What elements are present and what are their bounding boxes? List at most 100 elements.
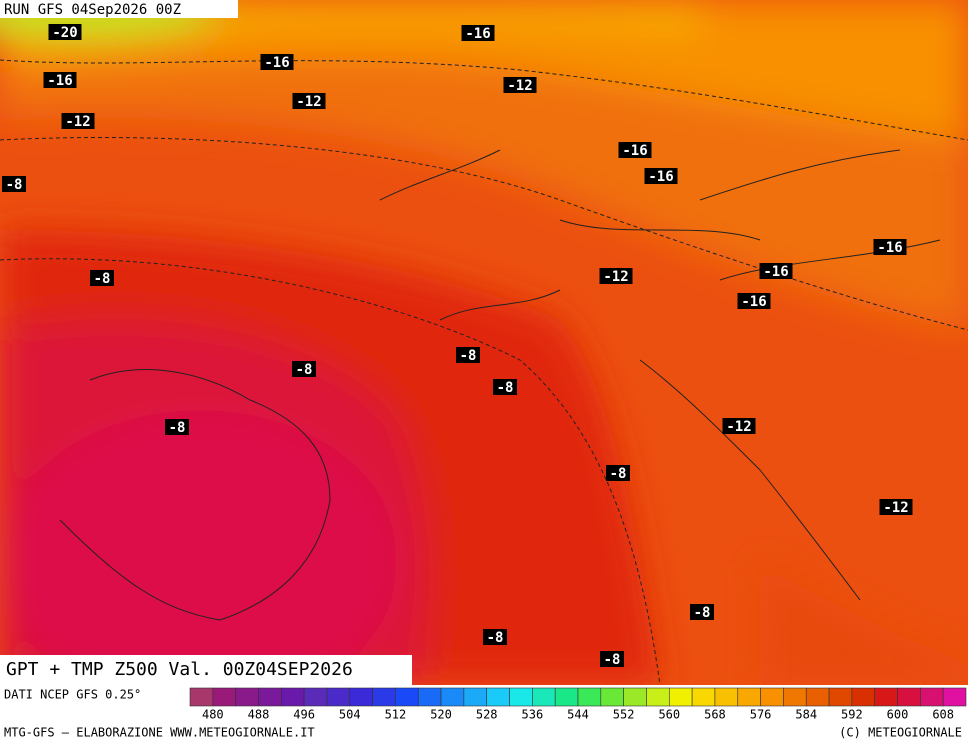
contour-label: -8 bbox=[94, 271, 111, 287]
legend-tick-label: 560 bbox=[658, 708, 680, 722]
contour-label: -20 bbox=[52, 25, 77, 41]
contour-label-box bbox=[292, 93, 326, 109]
legend-tick-label: 544 bbox=[567, 708, 589, 722]
contour-label: -16 bbox=[47, 73, 72, 89]
legend-swatch bbox=[486, 687, 510, 707]
legend-swatch bbox=[942, 687, 967, 707]
legend-swatch bbox=[714, 687, 739, 707]
legend-tick-label: 600 bbox=[887, 708, 909, 722]
contour-label-box bbox=[2, 176, 26, 192]
legend-swatch bbox=[828, 687, 853, 707]
legend-swatch bbox=[737, 687, 761, 707]
source-label: DATI NCEP GFS 0.25° bbox=[4, 688, 141, 702]
contour-label-box bbox=[61, 113, 95, 129]
contour-label-box bbox=[599, 268, 633, 284]
legend-swatch bbox=[349, 687, 373, 707]
contour-label-box bbox=[644, 168, 678, 184]
contour-label-box bbox=[737, 293, 771, 309]
legend-tick-label: 520 bbox=[430, 708, 452, 722]
contour-label: -16 bbox=[622, 143, 647, 159]
legend-swatch bbox=[189, 687, 214, 707]
contour-label: -8 bbox=[694, 605, 711, 621]
contour-label: -16 bbox=[877, 240, 902, 256]
contour-label-box bbox=[618, 142, 652, 158]
legend-tick-label: 576 bbox=[750, 708, 772, 722]
contour-label: -16 bbox=[763, 264, 788, 280]
legend-swatch bbox=[395, 687, 419, 707]
contour-label: -8 bbox=[296, 362, 313, 378]
legend-tick-label: 496 bbox=[293, 708, 315, 722]
legend-tick-label: 512 bbox=[385, 708, 407, 722]
contour-label: -12 bbox=[726, 419, 751, 435]
legend-tick-label: 504 bbox=[339, 708, 361, 722]
contour-label: -8 bbox=[169, 420, 186, 436]
contour-label-box bbox=[690, 604, 714, 620]
footer-right: (C) METEOGIORNALE bbox=[839, 726, 962, 740]
legend-swatch bbox=[897, 687, 921, 707]
legend-swatch bbox=[600, 687, 624, 707]
legend-tick-label: 568 bbox=[704, 708, 726, 722]
run-label: RUN GFS 04Sep2026 00Z bbox=[4, 2, 181, 18]
contour-label: -8 bbox=[6, 177, 23, 193]
contour-label-box bbox=[483, 629, 507, 645]
legend-swatch bbox=[646, 687, 670, 707]
contour-label-box bbox=[461, 25, 495, 41]
legend-tick-label: 528 bbox=[476, 708, 498, 722]
legend-swatch bbox=[805, 687, 830, 707]
contour-label-box bbox=[606, 465, 630, 481]
contour-label-box bbox=[493, 379, 517, 395]
contour-label: -16 bbox=[264, 55, 289, 71]
legend-swatch bbox=[326, 687, 351, 707]
legend-swatch bbox=[691, 687, 716, 707]
legend-swatch bbox=[372, 687, 396, 707]
legend-swatch bbox=[235, 687, 259, 707]
contour-label-box bbox=[600, 651, 624, 667]
legend-swatch bbox=[509, 687, 533, 707]
title-box bbox=[0, 655, 412, 685]
contour-label-box bbox=[722, 418, 756, 434]
run-box bbox=[0, 0, 238, 18]
contour-label-box bbox=[90, 270, 114, 286]
contour-label-box bbox=[165, 419, 189, 435]
contour-label: -16 bbox=[648, 169, 673, 185]
legend-swatch bbox=[463, 687, 488, 707]
contour-label: -8 bbox=[487, 630, 504, 646]
legend-swatch bbox=[440, 687, 465, 707]
legend-swatch bbox=[280, 687, 305, 707]
legend-swatch bbox=[920, 687, 944, 707]
legend-swatch bbox=[783, 687, 807, 707]
legend-swatch bbox=[577, 687, 602, 707]
legend-swatch bbox=[532, 687, 556, 707]
map-field bbox=[0, 0, 968, 685]
contour-label-box bbox=[759, 263, 793, 279]
legend-swatch bbox=[417, 687, 442, 707]
legend-tick-label: 488 bbox=[248, 708, 270, 722]
contour-label-box bbox=[503, 77, 537, 93]
legend-tick-label: 552 bbox=[613, 708, 635, 722]
contour-label: -8 bbox=[610, 466, 627, 482]
contour-label: -12 bbox=[296, 94, 321, 110]
contour-label: -8 bbox=[604, 652, 621, 668]
legend-swatch bbox=[258, 687, 282, 707]
legend-swatch bbox=[303, 687, 328, 707]
footer-left: MTG-GFS — ELABORAZIONE WWW.METEOGIORNALE… bbox=[4, 726, 315, 740]
contour-label: -8 bbox=[460, 348, 477, 364]
map-title: GPT + TMP Z500 Val. 00Z04SEP2026 bbox=[6, 659, 353, 680]
legend-tick-label: 584 bbox=[795, 708, 817, 722]
contour-label: -12 bbox=[507, 78, 532, 94]
contour-label-box bbox=[260, 54, 294, 70]
legend-swatch bbox=[851, 687, 876, 707]
legend-swatch bbox=[623, 687, 647, 707]
legend-swatch bbox=[212, 687, 236, 707]
contour-label: -16 bbox=[465, 26, 490, 42]
contour-label-box bbox=[879, 499, 913, 515]
contour-label-box bbox=[43, 72, 77, 88]
contour-label-box bbox=[48, 24, 82, 40]
legend-tick-label: 536 bbox=[522, 708, 544, 722]
contour-label: -12 bbox=[883, 500, 908, 516]
contour-label-box bbox=[873, 239, 907, 255]
legend-swatch bbox=[874, 687, 898, 707]
legend-tick-label: 608 bbox=[932, 708, 954, 722]
